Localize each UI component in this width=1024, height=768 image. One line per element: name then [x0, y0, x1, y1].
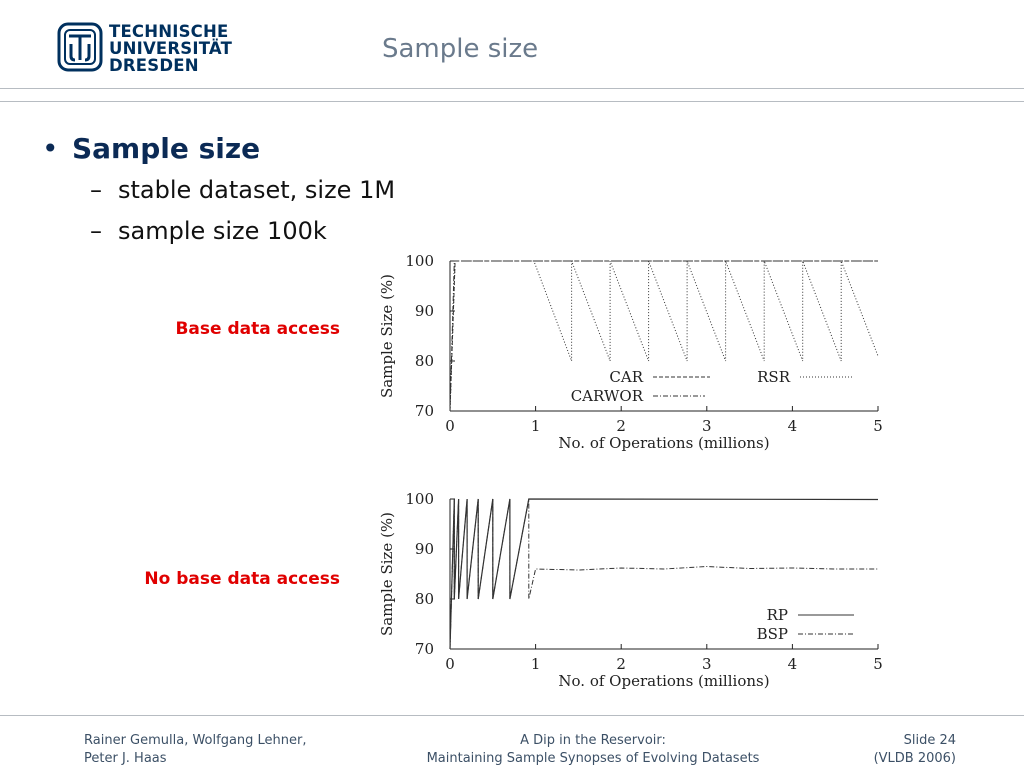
y-tick-label: 70 — [415, 640, 434, 658]
footer-divider — [0, 715, 1024, 716]
footer-authors: Rainer Gemulla, Wolfgang Lehner, Peter J… — [84, 732, 307, 768]
subpoint-text: sample size 100k — [118, 217, 327, 245]
footer-authors-line: Peter J. Haas — [84, 751, 167, 766]
x-tick-label: 2 — [616, 417, 626, 435]
legend-label-car: CAR — [609, 368, 643, 386]
series-line-rsr — [449, 260, 879, 412]
series-line-car — [449, 260, 878, 412]
x-tick-label: 3 — [702, 655, 712, 673]
footer-venue: (VLDB 2006) — [873, 751, 956, 766]
footer-talk-title: A Dip in the Reservoir: Maintaining Samp… — [383, 732, 803, 768]
chart-base-data-access: 0 1 2 3 4 5 70 80 90 100 No. of Operations (millio… — [378, 252, 883, 452]
legend-label-carwor: CARWOR — [571, 387, 644, 405]
chart-no-base-data-access: 0 1 2 3 4 5 70 80 90 100 No. of Operations (millio… — [378, 490, 883, 690]
x-tick-label: 0 — [445, 417, 455, 435]
header-divider-lower — [0, 101, 1024, 102]
y-tick-label: 90 — [415, 302, 434, 320]
logo-text: TECHNISCHE UNIVERSITÄT DRESDEN — [109, 23, 232, 74]
y-tick-label: 80 — [415, 352, 434, 370]
y-axis-label: Sample Size (%) — [378, 274, 396, 398]
x-tick-label: 5 — [873, 417, 883, 435]
x-axis-label: No. of Operations (millions) — [558, 434, 769, 452]
y-tick-label: 90 — [415, 540, 434, 558]
y-axis-label: Sample Size (%) — [378, 512, 396, 636]
footer-slide-info: Slide 24 (VLDB 2006) — [820, 732, 956, 768]
y-tick-label: 100 — [405, 490, 434, 508]
chart-label-base-access: Base data access — [175, 319, 340, 339]
subpoint-text: stable dataset, size 1M — [118, 176, 396, 204]
x-tick-label: 4 — [788, 655, 798, 673]
series-line-rp — [449, 498, 879, 650]
tu-logo-mark-icon — [57, 22, 103, 72]
bullet-heading: • Sample size — [42, 132, 260, 165]
bullet-heading-text: Sample size — [72, 132, 261, 165]
x-axis-label: No. of Operations (millions) — [558, 672, 769, 690]
dash-icon: – — [90, 217, 102, 245]
logo-line: TECHNISCHE — [109, 22, 229, 41]
y-tick-label: 80 — [415, 590, 434, 608]
x-tick-label: 4 — [788, 417, 798, 435]
x-tick-label: 5 — [873, 655, 883, 673]
footer-authors-line: Rainer Gemulla, Wolfgang Lehner, — [84, 733, 307, 748]
y-tick-label: 100 — [405, 252, 434, 270]
bullet-dot-icon: • — [42, 132, 59, 165]
legend-label-rp: RP — [767, 606, 788, 624]
tu-dresden-logo: TECHNISCHE UNIVERSITÄT DRESDEN — [57, 22, 232, 78]
footer-slide-number: Slide 24 — [903, 733, 956, 748]
footer-talk-line: A Dip in the Reservoir: — [520, 733, 666, 748]
x-tick-label: 1 — [531, 417, 541, 435]
footer-talk-line: Maintaining Sample Synopses of Evolving … — [426, 751, 760, 766]
chart-label-no-base-access: No base data access — [144, 569, 340, 589]
series-line-bsp — [449, 498, 878, 650]
logo-line: DRESDEN — [109, 56, 199, 75]
x-tick-label: 2 — [616, 655, 626, 673]
x-tick-label: 3 — [702, 417, 712, 435]
header-divider — [0, 88, 1024, 89]
x-tick-label: 1 — [531, 655, 541, 673]
x-tick-label: 0 — [445, 655, 455, 673]
series-line-carwor — [449, 260, 878, 412]
subpoint: – stable dataset, size 1M — [90, 176, 395, 204]
y-tick-label: 70 — [415, 402, 434, 420]
subpoint: – sample size 100k — [90, 217, 327, 245]
slide-title: Sample size — [382, 34, 539, 64]
legend-label-rsr: RSR — [757, 368, 791, 386]
legend-label-bsp: BSP — [757, 625, 788, 643]
logo-line: UNIVERSITÄT — [109, 39, 233, 58]
dash-icon: – — [90, 176, 102, 204]
